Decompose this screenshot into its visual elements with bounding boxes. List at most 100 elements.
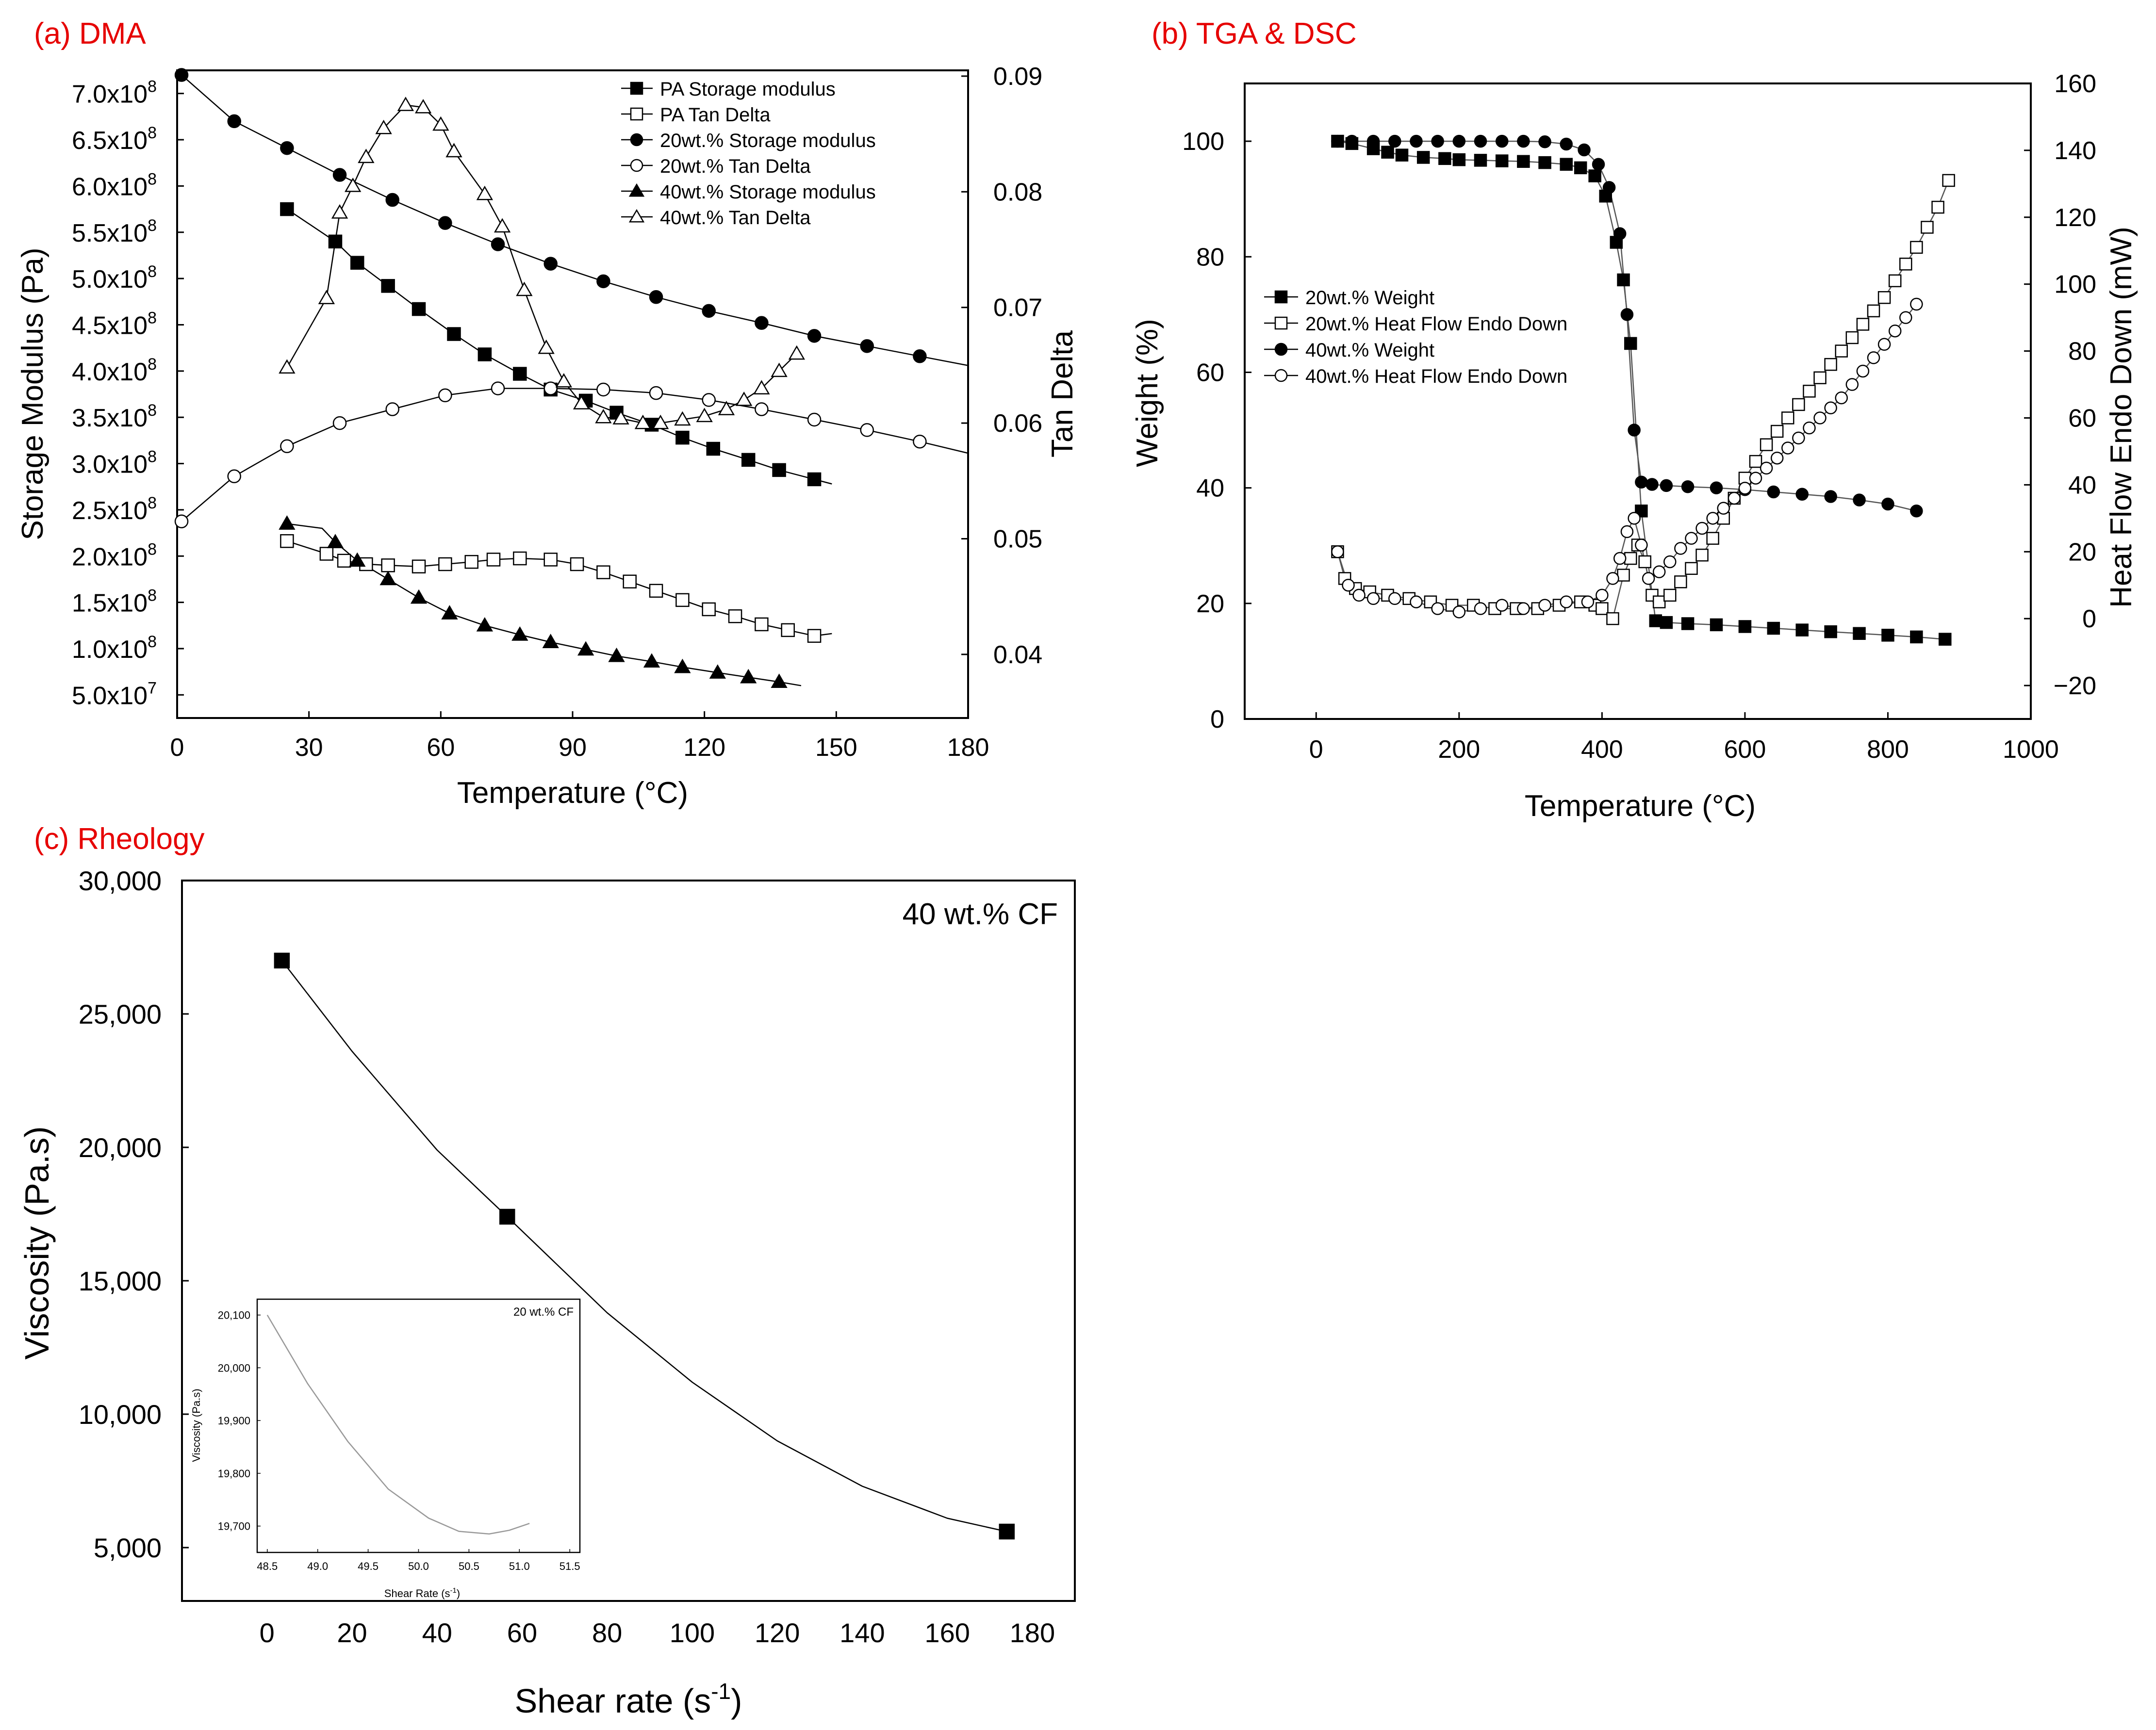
point-40wt-heat-flow-endo-down [1663, 555, 1677, 569]
point-pa-tan-delta [728, 609, 742, 623]
point-pa-tan-delta [570, 557, 584, 571]
point-pa-storage-modulus [411, 302, 426, 316]
legend-label: 20wt.% Tan Delta [660, 156, 811, 177]
point-40wt-weight [1824, 490, 1837, 503]
point-20wt-heat-flow-endo-down [1942, 174, 1955, 187]
point-40-wt-cf [274, 952, 290, 969]
point-40wt-tan-delta [573, 395, 590, 409]
point-40wt-heat-flow-endo-down [1352, 588, 1366, 602]
x-ticks-dma: 0 30 60 90 120 150 180 [170, 711, 989, 762]
point-20wt-heat-flow-endo-down [1931, 200, 1944, 214]
point-40wt-tan-delta [538, 339, 555, 354]
y-tick-label: 10,000 [79, 1399, 162, 1430]
legend-label: 20wt.% Heat Flow Endo Down [1305, 313, 1567, 335]
inset-y-axis-label: Viscosity (Pa.s) [190, 1388, 202, 1462]
point-40wt-heat-flow-endo-down [1620, 525, 1634, 539]
point-20wt-weight [1795, 623, 1809, 637]
point-40wt-heat-flow-endo-down [1642, 572, 1655, 585]
point-40wt-weight [1331, 134, 1344, 148]
point-20wt-heat-flow-endo-down [1749, 455, 1762, 468]
point-20wt-weight [1495, 154, 1509, 167]
point-40wt-storage-modulus [410, 589, 428, 604]
point-20wt-heat-flow-endo-down [1856, 318, 1870, 331]
point-40wt-heat-flow-endo-down [1410, 595, 1423, 608]
point-20wt-weight [1517, 155, 1530, 168]
line-40-wt-cf [281, 960, 1007, 1533]
point-40wt-tan-delta [652, 414, 669, 429]
point-40wt-heat-flow-endo-down [1495, 599, 1509, 612]
point-20wt-weight [1560, 158, 1573, 171]
inset-y-tick-label: 20,100 [218, 1309, 250, 1322]
legend-label: 20wt.% Storage modulus [660, 130, 876, 151]
point-40wt-heat-flow-endo-down [1845, 378, 1859, 391]
y-tick-label: 20,000 [79, 1132, 162, 1163]
point-40wt-heat-flow-endo-down [1899, 311, 1912, 324]
point-40wt-weight [1681, 480, 1695, 493]
point-20wt-weight [1738, 620, 1752, 633]
legend-marker-pa-tan-delta [630, 107, 643, 121]
y-ticks-tga: 0 20 40 60 80 100 [1182, 128, 1251, 734]
point-40wt-heat-flow-endo-down [1674, 542, 1687, 555]
point-20wt-tan-delta [860, 423, 874, 437]
point-20wt-heat-flow-endo-down [1877, 291, 1891, 304]
inset-curve-20wt-cf [266, 1314, 530, 1535]
point-40wt-tan-delta [345, 178, 362, 192]
point-20wt-heat-flow-endo-down [1695, 548, 1709, 562]
legend-tga: 20wt.% Weight 20wt.% Heat Flow Endo Down 4… [1264, 287, 1567, 387]
point-40wt-weight [1578, 143, 1591, 157]
point-20wt-tan-delta [332, 416, 347, 430]
y2-ticks-dma: 0.04 0.05 0.06 0.07 0.08 0.09 [961, 63, 1042, 669]
point-20wt-tan-delta [438, 388, 452, 403]
point-40wt-tan-delta [375, 119, 392, 134]
point-20wt-heat-flow-endo-down [1663, 588, 1677, 602]
series-markers-tga [1331, 134, 1955, 646]
point-pa-tan-delta [337, 554, 351, 568]
point-20wt-tan-delta [280, 439, 294, 454]
point-40wt-weight [1517, 134, 1530, 148]
x-tick-label: 120 [683, 734, 725, 762]
legend-marker-20wt-heat-flow-endo-down [1274, 316, 1288, 330]
point-20wt-storage-modulus [807, 329, 822, 343]
point-40wt-weight [1910, 505, 1923, 518]
point-40wt-heat-flow-endo-down [1388, 592, 1401, 605]
legend-label: 40wt.% Weight [1305, 340, 1434, 361]
point-40wt-heat-flow-endo-down [1813, 411, 1827, 424]
x-tick-label: 30 [295, 734, 323, 762]
y-tick-label: 15,000 [79, 1266, 162, 1296]
point-40wt-heat-flow-endo-down [1888, 324, 1902, 338]
y2-tick-label: 60 [2068, 404, 2096, 432]
point-40wt-heat-flow-endo-down [1803, 421, 1816, 435]
x-tick-label: 40 [422, 1617, 452, 1648]
y-tick-label: 3.0x108 [72, 448, 157, 479]
inset-x-tick-label: 51.0 [509, 1560, 530, 1572]
y-tick-label: 2.0x108 [72, 540, 157, 571]
point-20wt-heat-flow-endo-down [1674, 575, 1687, 588]
point-40wt-weight [1388, 134, 1401, 148]
point-40wt-weight [1495, 134, 1509, 148]
point-40wt-tan-delta [445, 143, 462, 158]
point-20wt-weight [1452, 153, 1466, 166]
inset-y-ticks: 19,700 19,800 19,900 20,000 20,100 [218, 1309, 261, 1533]
x-ticks-rheology: 0 20 40 60 80 100 120 140 160 180 [260, 1617, 1055, 1648]
point-40wt-weight [1366, 134, 1380, 148]
point-20wt-tan-delta [755, 402, 769, 416]
point-40wt-heat-flow-endo-down [1635, 539, 1648, 552]
inset-x-tick-label: 49.5 [358, 1560, 379, 1572]
point-40wt-weight [1592, 158, 1605, 171]
legend-marker-40wt-heat-flow-endo-down [1274, 369, 1288, 382]
point-40wt-heat-flow-endo-down [1560, 595, 1573, 608]
point-40wt-heat-flow-endo-down [1538, 599, 1551, 612]
point-pa-tan-delta [596, 565, 610, 579]
point-40wt-heat-flow-endo-down [1366, 592, 1380, 605]
point-20wt-storage-modulus [385, 193, 399, 207]
x-tick-label: 200 [1438, 735, 1480, 764]
legend-label: 40wt.% Storage modulus [660, 181, 876, 203]
x-axis-label-rheology: Shear rate (s-1) [515, 1679, 742, 1720]
y2-tick-label: 80 [2068, 338, 2096, 366]
point-20wt-storage-modulus [227, 114, 241, 129]
y-tick-label: 20 [1196, 590, 1224, 618]
series-markers-dma [174, 68, 927, 688]
inset-y-tick-label: 19,700 [218, 1520, 250, 1533]
inset-x-tick-label: 49.0 [307, 1560, 328, 1572]
